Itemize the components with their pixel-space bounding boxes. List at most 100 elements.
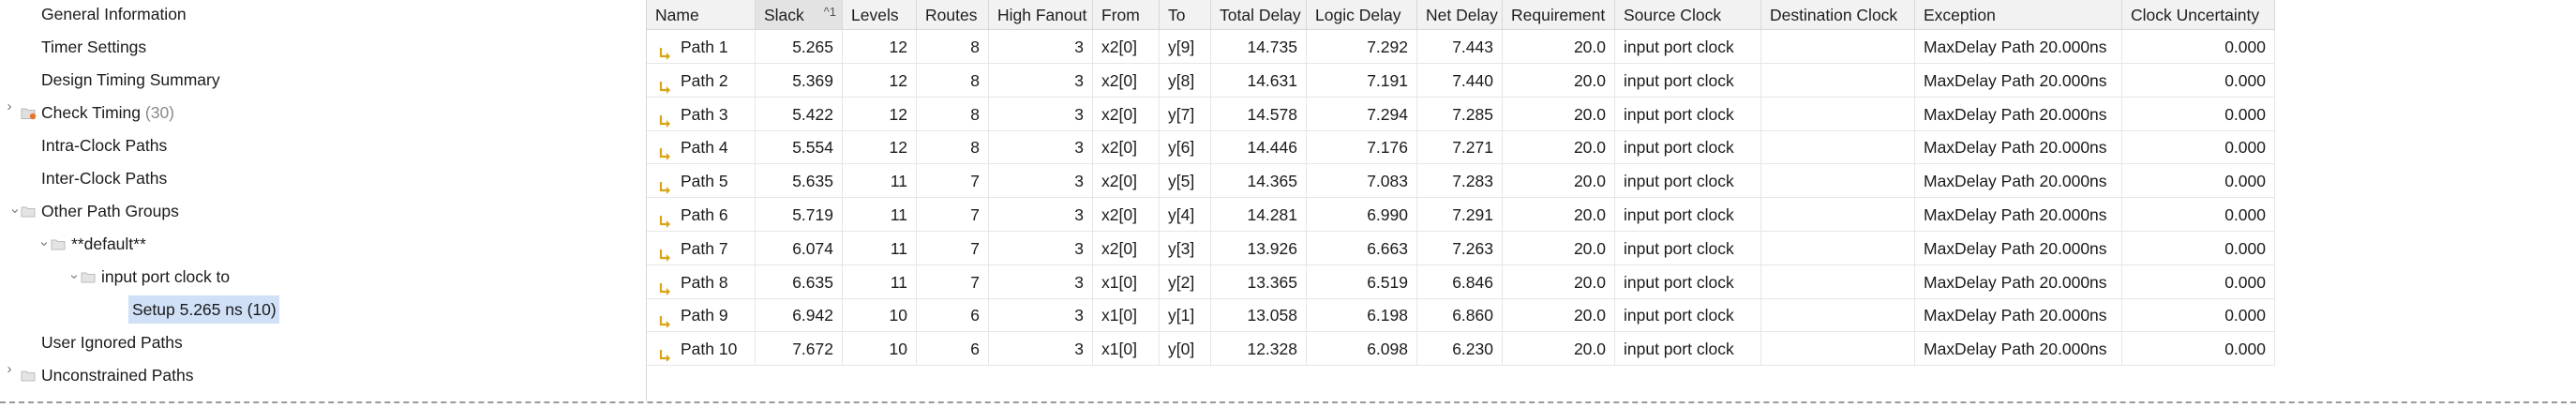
table-cell: 0.000: [2122, 30, 2275, 64]
table-cell: 3: [989, 130, 1093, 165]
cell-value: 3: [1074, 205, 1084, 224]
table-cell: 7.285: [1417, 97, 1503, 131]
column-header-requirement[interactable]: Requirement: [1503, 0, 1615, 30]
column-header-name[interactable]: Name: [647, 0, 756, 30]
column-header-label: Slack: [764, 6, 804, 24]
table-cell: 6.074: [756, 231, 843, 265]
cell-value: x2[0]: [1101, 238, 1137, 258]
tree-item-input-port-clock-to[interactable]: input port clock to: [101, 263, 230, 291]
table-cell: 13.926: [1211, 231, 1307, 265]
cell-value: 0.000: [2224, 70, 2266, 90]
cell-value: 8: [970, 38, 980, 56]
table-cell: 5.554: [756, 130, 843, 165]
folder-icon: [21, 370, 36, 382]
cell-value: x1[0]: [1101, 306, 1137, 325]
cell-value: 3: [1074, 238, 1084, 258]
cell-value: 20.0: [1573, 272, 1606, 292]
cell-value: 5.554: [792, 138, 833, 158]
column-header-levels[interactable]: Levels: [843, 0, 917, 30]
cell-value: MaxDelay Path 20.000ns: [1924, 70, 2107, 90]
cell-value: 5.635: [792, 172, 833, 191]
table-cell: 20.0: [1503, 63, 1615, 98]
tree-item-default-group[interactable]: **default**: [71, 230, 146, 258]
cell-value: 0.000: [2224, 272, 2266, 292]
table-cell: 6.990: [1307, 198, 1417, 232]
cell-value: 3: [1074, 340, 1084, 359]
column-header-total-delay[interactable]: Total Delay: [1211, 0, 1307, 30]
tree-item-label: General Information: [41, 5, 187, 23]
cell-value: 6.519: [1367, 272, 1408, 292]
cell-value: 12: [889, 104, 907, 124]
check-timing-count: (30): [144, 103, 175, 122]
cell-value: 0.000: [2224, 172, 2266, 191]
cell-value: 5.265: [792, 38, 833, 56]
tree-item-user-ignored-paths[interactable]: User Ignored Paths: [41, 328, 183, 356]
folder-icon: [51, 238, 66, 250]
column-header-logic-delay[interactable]: Logic Delay: [1307, 0, 1417, 30]
column-header-label: To: [1168, 6, 1186, 24]
tree-item-design-timing-summary[interactable]: Design Timing Summary: [41, 66, 220, 94]
cell-value: 20.0: [1573, 340, 1606, 359]
tree-item-timer-settings[interactable]: Timer Settings: [41, 33, 146, 61]
chevron-right-icon[interactable]: ›: [7, 98, 12, 114]
cell-value: 11: [890, 172, 907, 191]
column-header-routes[interactable]: Routes: [917, 0, 989, 30]
table-cell: 13.365: [1211, 264, 1307, 299]
table-cell: 7: [917, 231, 989, 265]
tree-item-other-path-groups[interactable]: Other Path Groups: [41, 197, 179, 225]
cell-value: 14.281: [1247, 205, 1297, 224]
table-cell: 12: [843, 97, 917, 131]
cell-value: 11: [890, 238, 907, 258]
cell-value: 0.000: [2224, 238, 2266, 258]
chevron-down-icon[interactable]: ›: [67, 274, 82, 280]
column-header-label: Levels: [851, 6, 899, 24]
column-header-exception[interactable]: Exception: [1915, 0, 2122, 30]
cell-value: MaxDelay Path 20.000ns: [1924, 306, 2107, 325]
table-cell: 20.0: [1503, 298, 1615, 333]
table-cell: 20.0: [1503, 198, 1615, 232]
cell-value: input port clock: [1624, 104, 1734, 124]
table-cell: 20.0: [1503, 30, 1615, 64]
column-header-to[interactable]: To: [1160, 0, 1211, 30]
path-arrow-icon: [658, 241, 673, 262]
cell-value: 14.365: [1247, 172, 1297, 191]
tree-item-inter-clock-paths[interactable]: Inter-Clock Paths: [41, 164, 167, 192]
column-header-high-fanout[interactable]: High Fanout: [989, 0, 1093, 30]
table-cell: 3: [989, 332, 1093, 367]
table-cell: 12: [843, 63, 917, 98]
tree-item-unconstrained-paths[interactable]: Unconstrained Paths: [41, 361, 193, 389]
column-header-destination-clock[interactable]: Destination Clock: [1761, 0, 1915, 30]
chevron-down-icon[interactable]: ›: [37, 241, 52, 247]
cell-value: 6.860: [1452, 306, 1493, 325]
table-cell: 10: [843, 298, 917, 333]
table-cell: [1761, 264, 1915, 299]
column-header-net-delay[interactable]: Net Delay: [1417, 0, 1503, 30]
cell-value: MaxDelay Path 20.000ns: [1924, 272, 2107, 292]
table-cell: Path 1: [647, 30, 756, 64]
cell-value: 11: [890, 205, 907, 224]
tree-item-check-timing[interactable]: Check Timing (30): [41, 98, 174, 127]
column-header-slack[interactable]: Slack ^1: [756, 0, 843, 30]
column-header-clock-uncertainty[interactable]: Clock Uncertainty: [2122, 0, 2275, 30]
cell-value: 12: [889, 138, 907, 158]
chevron-right-icon[interactable]: ›: [7, 361, 12, 377]
table-cell: 7.443: [1417, 30, 1503, 64]
cell-value: 0.000: [2224, 306, 2266, 325]
cell-value: input port clock: [1624, 38, 1734, 56]
cell-value: y[8]: [1168, 70, 1195, 90]
table-cell: 8: [917, 30, 989, 64]
column-header-source-clock[interactable]: Source Clock: [1615, 0, 1761, 30]
table-cell: 20.0: [1503, 264, 1615, 299]
table-cell: y[4]: [1160, 198, 1211, 232]
tree-item-intra-clock-paths[interactable]: Intra-Clock Paths: [41, 131, 167, 159]
tree-item-setup-summary[interactable]: Setup 5.265 ns (10): [128, 295, 279, 324]
column-header-from[interactable]: From: [1093, 0, 1160, 30]
tree-item-general-information[interactable]: General Information: [41, 0, 187, 28]
tree-item-label: Timer Settings: [41, 38, 147, 56]
table-cell: 6.230: [1417, 332, 1503, 367]
table-cell: 3: [989, 63, 1093, 98]
table-cell: y[7]: [1160, 97, 1211, 131]
table-cell: y[1]: [1160, 298, 1211, 333]
table-cell: 0.000: [2122, 298, 2275, 333]
cell-value: 14.446: [1247, 138, 1297, 158]
